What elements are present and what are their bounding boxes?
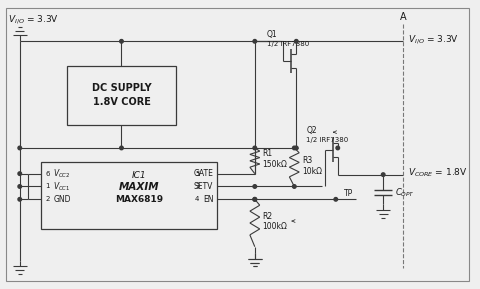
Circle shape — [120, 40, 123, 43]
Circle shape — [252, 40, 256, 43]
Bar — [41, 162, 217, 229]
Text: $C_{OPT}$: $C_{OPT}$ — [394, 186, 414, 199]
Text: SETV: SETV — [193, 182, 213, 191]
Text: 3: 3 — [194, 184, 199, 190]
Text: R2: R2 — [262, 212, 272, 221]
Circle shape — [18, 185, 22, 188]
Text: 1/2 IRF7380: 1/2 IRF7380 — [305, 137, 348, 143]
Circle shape — [333, 198, 337, 201]
Text: 1.8V CORE: 1.8V CORE — [92, 97, 150, 107]
Circle shape — [294, 40, 298, 43]
Text: MAXIM: MAXIM — [119, 182, 159, 192]
Circle shape — [252, 198, 256, 201]
Text: Q2: Q2 — [305, 126, 316, 135]
Text: $V_{I/O}$ = 3.3V: $V_{I/O}$ = 3.3V — [407, 33, 458, 46]
Text: 10kΩ: 10kΩ — [301, 167, 322, 176]
Circle shape — [18, 146, 22, 150]
Circle shape — [294, 146, 298, 150]
Text: GND: GND — [53, 195, 71, 204]
Circle shape — [18, 172, 22, 175]
Text: IC1: IC1 — [132, 171, 146, 180]
Circle shape — [381, 173, 384, 176]
Circle shape — [252, 146, 256, 150]
Text: DC SUPPLY: DC SUPPLY — [92, 83, 151, 93]
Circle shape — [292, 146, 296, 150]
Circle shape — [292, 185, 296, 188]
Circle shape — [252, 198, 256, 201]
Text: R1: R1 — [262, 149, 272, 158]
Text: TP: TP — [343, 189, 352, 198]
Text: $V_{CC1}$: $V_{CC1}$ — [53, 180, 71, 193]
Circle shape — [120, 146, 123, 150]
Text: $V_{CORE}$ = 1.8V: $V_{CORE}$ = 1.8V — [407, 166, 467, 179]
Text: $V_{I/O}$ = 3.3V: $V_{I/O}$ = 3.3V — [8, 13, 59, 26]
Text: 1/2 IRF7380: 1/2 IRF7380 — [266, 41, 308, 47]
Text: R3: R3 — [301, 156, 312, 165]
Circle shape — [336, 146, 339, 150]
Text: EN: EN — [203, 195, 213, 204]
Text: 1: 1 — [45, 184, 50, 190]
Text: Q1: Q1 — [266, 30, 276, 39]
Text: 6: 6 — [45, 171, 50, 177]
Circle shape — [18, 198, 22, 201]
Text: 4: 4 — [195, 196, 199, 202]
Text: MAX6819: MAX6819 — [115, 195, 163, 204]
Text: 150kΩ: 150kΩ — [262, 160, 287, 169]
Bar — [67, 66, 175, 125]
Text: A: A — [399, 12, 406, 22]
Text: 5: 5 — [195, 171, 199, 177]
Text: 100kΩ: 100kΩ — [262, 223, 287, 231]
Text: GATE: GATE — [193, 169, 213, 178]
Text: $V_{CC2}$: $V_{CC2}$ — [53, 167, 71, 180]
Text: 2: 2 — [45, 196, 50, 202]
Circle shape — [252, 185, 256, 188]
